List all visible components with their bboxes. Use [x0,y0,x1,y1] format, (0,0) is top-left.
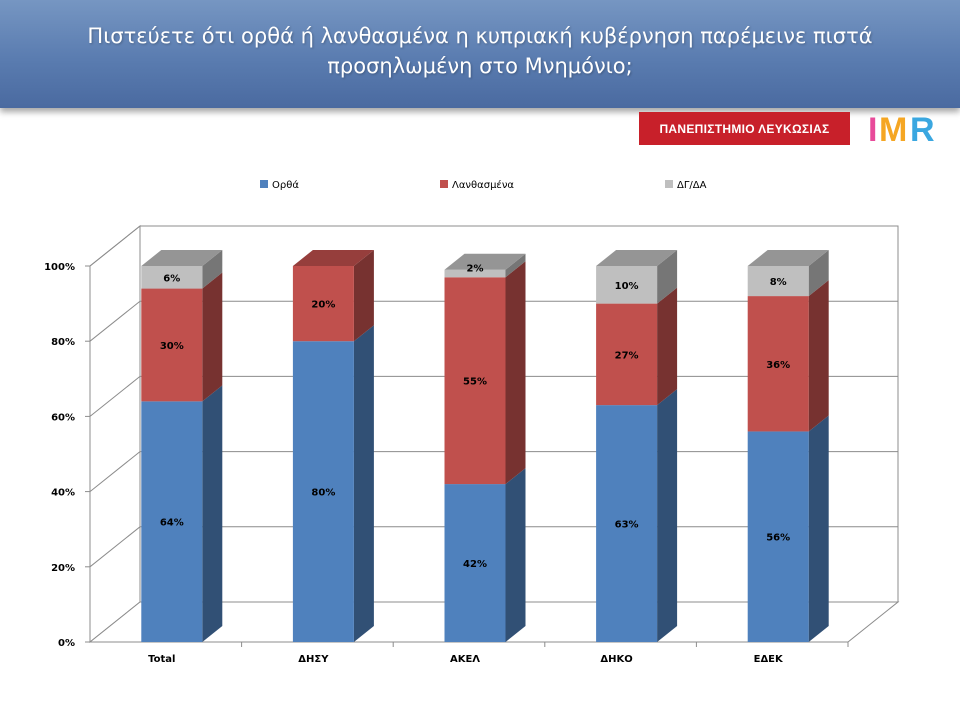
data-label: 6% [163,273,180,284]
bar-segment-3 [444,269,506,278]
bar-side-3 [505,253,526,278]
legend-swatch [440,180,448,188]
svg-text:R: R [910,111,935,148]
legend-swatch [665,180,673,188]
bar-side-2 [353,250,374,342]
data-label: 36% [766,360,790,371]
bar-segment-3 [596,266,658,304]
bar-top [596,250,678,266]
gridline [89,225,898,267]
university-logo-text: ΠΑΝΕΠΙΣΤΗΜΙΟ ΛΕΥΚΩΣΙΑΣ [659,121,830,136]
bar-segment-2 [596,303,658,406]
data-label: 8% [770,277,787,288]
data-label: 80% [311,488,335,499]
bar-side-3 [657,250,678,304]
bar-side-3 [808,250,829,297]
bar-segment-1 [141,401,203,642]
data-label: 64% [160,518,184,529]
bar-segment-2 [747,296,809,432]
y-tick-label: 80% [51,337,75,348]
data-label: 55% [463,377,487,388]
bar-segment-1 [596,405,658,642]
data-label: 27% [615,350,639,361]
data-label: 10% [615,281,639,292]
chart-side-wall [89,224,141,644]
legend-swatch [260,180,268,188]
bar-side-1 [202,385,223,642]
bar-segment-2 [444,277,506,485]
bar-side-1 [353,325,374,642]
svg-text:I: I [868,111,877,148]
bar-side-1 [808,415,829,642]
bar-side-2 [202,272,223,402]
data-label: 20% [311,300,335,311]
bar-segment-1 [444,484,506,642]
university-logo: ΠΑΝΕΠΙΣΤΗΜΙΟ ΛΕΥΚΩΣΙΑΣ [639,112,850,145]
data-label: 63% [615,520,639,531]
x-tick-label: ΔΗΣΥ [298,654,329,665]
data-label: 42% [463,559,487,570]
bar-side-2 [657,287,678,406]
bar-side-3 [202,250,223,289]
bar-segment-2 [292,266,354,342]
bar-segment-1 [292,341,354,642]
bar-side-1 [505,468,526,642]
y-tick-label: 20% [51,563,75,574]
x-tick-label: ΑΚΕΛ [450,654,480,665]
bar-top [747,250,829,266]
bar-segment-2 [141,288,203,402]
bar-segment-1 [747,431,809,642]
y-tick-label: 100% [44,262,75,273]
x-tick-label: ΔΗΚΟ [600,654,632,665]
page-title: Πιστεύετε ότι ορθά ή λανθασμένα η κυπρια… [87,24,873,78]
legend-label: ΔΓ/ΔΑ [677,180,707,191]
bar-side-1 [657,389,678,642]
y-tick-label: 0% [58,638,75,649]
bar-segment-3 [141,266,203,289]
x-tick-label: ΕΔΕΚ [754,654,784,665]
data-label: 2% [467,264,484,275]
imr-logo: I M R [868,111,935,148]
data-label: 30% [160,341,184,352]
svg-text:M: M [879,111,907,148]
data-label: 56% [766,533,790,544]
bar-segment-3 [747,266,809,297]
bar-side-2 [808,280,829,432]
y-tick-label: 60% [51,412,75,423]
bar-side-2 [505,261,526,485]
bar-top [444,253,526,270]
x-tick-label: Total [148,654,175,665]
title-banner: Πιστεύετε ότι ορθά ή λανθασμένα η κυπρια… [0,0,960,108]
bar-top [292,250,374,266]
y-tick-label: 40% [51,488,75,499]
bar-top [141,250,223,266]
legend-label: Λανθασμένα [452,179,514,191]
legend-label: Ορθά [272,179,299,191]
